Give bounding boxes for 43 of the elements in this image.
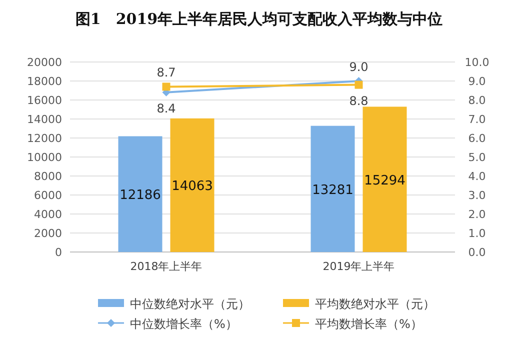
point	[354, 80, 363, 89]
chart-title: 图1 2019年上半年居民人均可支配收入平均数与中位	[75, 10, 443, 28]
legend-label: 平均数绝对水平（元）	[315, 297, 435, 311]
y-tick-label: 16000	[27, 94, 62, 107]
data-label: 8.8	[349, 94, 368, 108]
y2-tick-label: 9.0	[468, 75, 486, 88]
data-label: 12186	[120, 188, 161, 204]
y2-tick-label: 6.0	[468, 132, 486, 145]
y-tick-label: 6000	[34, 189, 62, 202]
y-tick-label: 8000	[34, 170, 62, 183]
bar	[118, 136, 162, 252]
y2-tick-label: 0.0	[468, 246, 486, 259]
y-tick-label: 0	[55, 246, 62, 259]
y2-tick-label: 3.0	[468, 189, 486, 202]
legend-label: 中位数绝对水平（元）	[130, 297, 250, 311]
y-tick-label: 2000	[34, 227, 62, 240]
y2-tick-label: 10.0	[464, 56, 490, 69]
bar	[170, 118, 214, 252]
y-tick-label: 10000	[27, 151, 62, 164]
x-tick-label: 2019年上半年	[322, 260, 395, 273]
data-label: 13281	[312, 182, 354, 198]
point	[162, 82, 170, 91]
y-tick-label: 4000	[34, 208, 62, 221]
y-tick-label: 12000	[27, 132, 62, 145]
legend-label: 平均数增长率（%）	[315, 317, 422, 331]
y2-tick-label: 5.0	[468, 151, 486, 164]
y2-tick-label: 1.0	[468, 227, 486, 240]
y2-tick-label: 2.0	[468, 208, 486, 221]
bar	[362, 106, 407, 252]
y-tick-label: 14000	[27, 113, 62, 126]
data-label: 14063	[172, 179, 213, 194]
y-tick-label: 18000	[27, 75, 62, 88]
y2-tick-label: 4.0	[468, 170, 486, 183]
bar	[310, 126, 355, 252]
data-label: 8.7	[156, 66, 176, 80]
y2-tick-label: 8.0	[468, 94, 486, 107]
data-label: 15294	[364, 173, 406, 188]
x-tick-label: 2018年上半年	[130, 260, 202, 273]
y2-tick-label: 7.0	[468, 113, 486, 126]
data-label: 8.4	[156, 101, 176, 116]
y-tick-label: 20000	[27, 56, 62, 69]
data-label: 9.0	[349, 60, 368, 74]
legend-label: 中位数增长率（%）	[130, 317, 238, 331]
